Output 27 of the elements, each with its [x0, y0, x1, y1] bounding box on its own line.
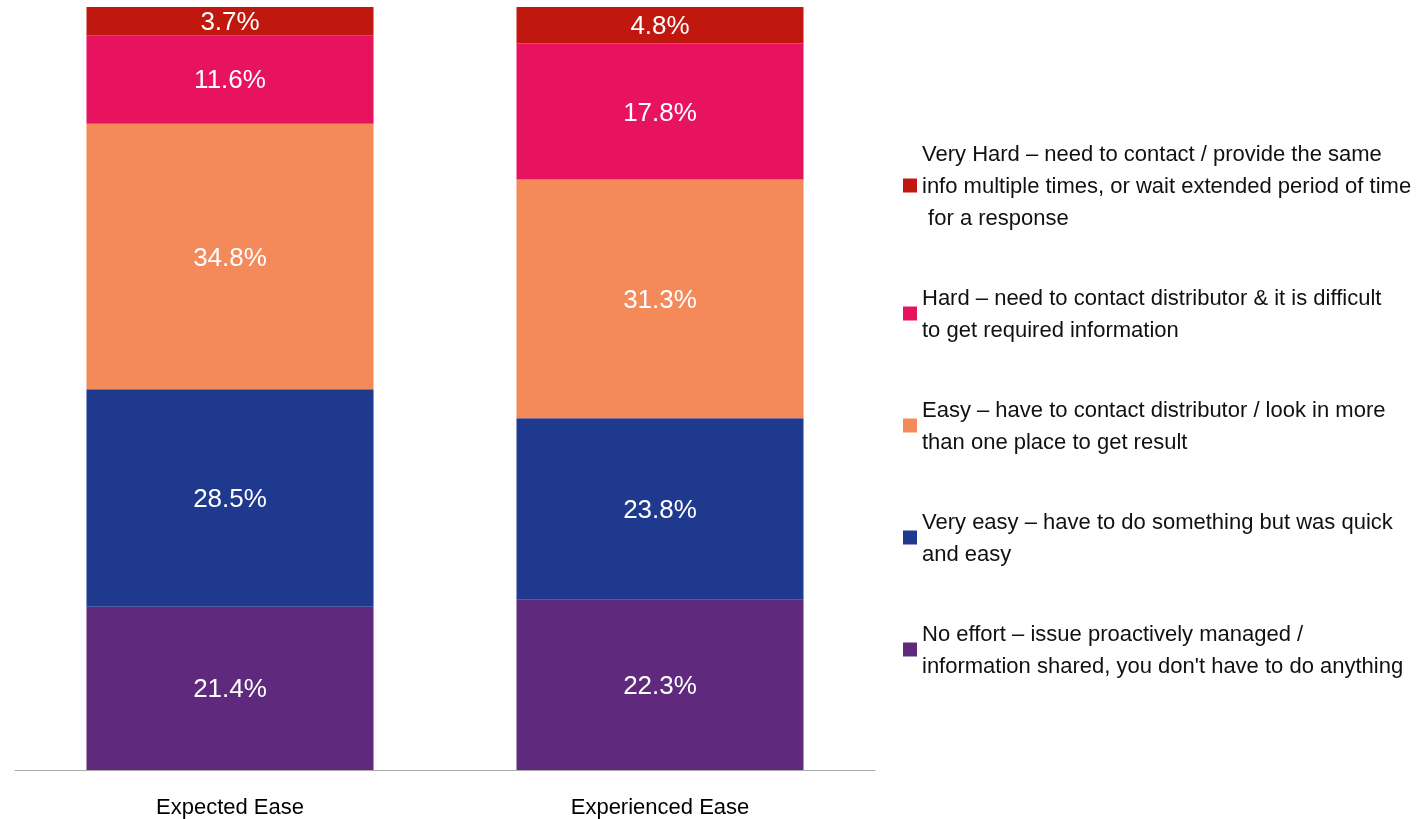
data-label: 11.6%: [194, 64, 266, 95]
x-tick-label: Experienced Ease: [570, 793, 750, 819]
bar: [516, 599, 804, 770]
legend-label: Very Hard – need to contact / provide the same info multiple times, or wait extended period of time for a response: [922, 141, 1412, 230]
data-label: 34.8%: [193, 241, 267, 272]
data-label: 28.5%: [193, 482, 267, 513]
legend-label: Easy – have to contact distributor / look in more than one place to get result: [922, 397, 1392, 454]
data-label: 21.4%: [193, 673, 267, 704]
bar: [516, 179, 804, 419]
bar: [86, 7, 374, 36]
legend-label: Hard – need to contact distributor & it is difficult to get required information: [922, 285, 1388, 342]
bar: [86, 606, 374, 770]
bar: [86, 389, 374, 607]
data-label: 17.8%: [623, 96, 697, 127]
bar: [516, 418, 804, 600]
bar: [516, 43, 804, 180]
data-label: 4.8%: [630, 10, 690, 41]
data-label: 31.3%: [623, 283, 697, 314]
bar: [86, 35, 374, 124]
legend-label: Very easy – have to do something but was quick and easy: [922, 509, 1399, 566]
legend-label: No effort – issue proactively managed / information shared, you don't have to do anything: [922, 621, 1404, 678]
bar: [86, 123, 374, 390]
x-tick-label: Expected Ease: [156, 793, 304, 819]
data-label: 23.8%: [623, 494, 697, 525]
bar: [516, 7, 804, 44]
data-label: 22.3%: [623, 669, 697, 700]
data-label: 3.7%: [200, 6, 260, 37]
